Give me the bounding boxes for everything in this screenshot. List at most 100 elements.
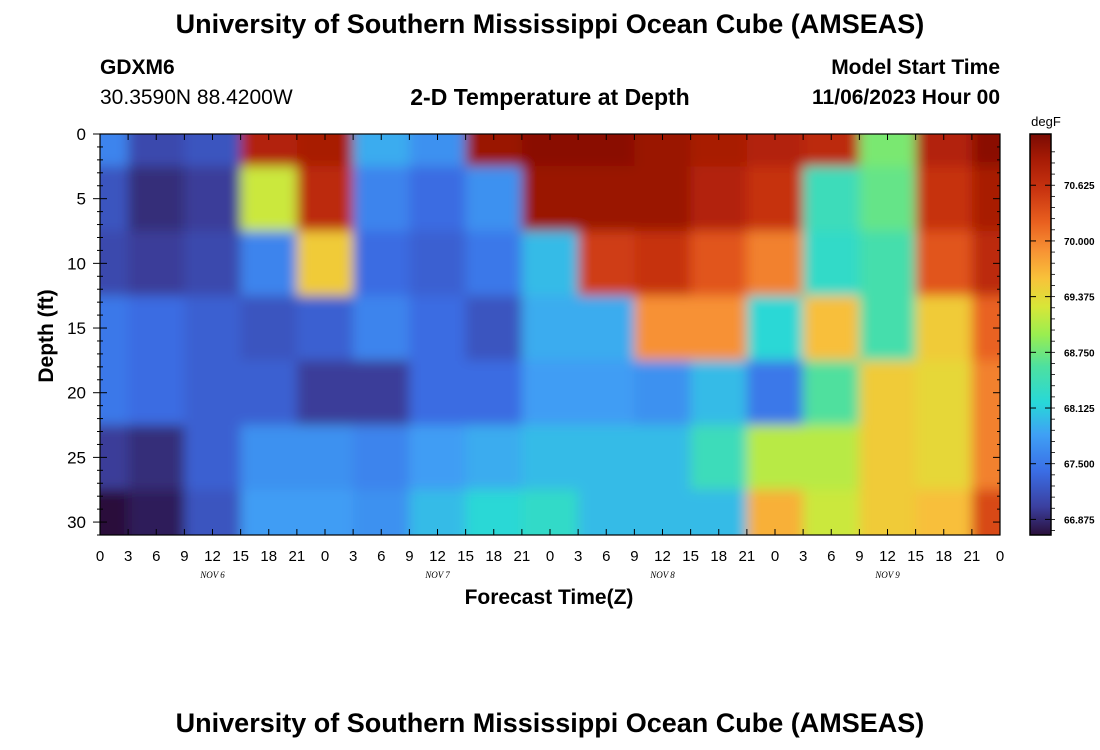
heatmap-cell — [746, 295, 804, 362]
x-tick-label: 21 — [289, 548, 306, 565]
x-tick-label: 6 — [377, 548, 385, 565]
station-coordinates: 30.3590N 88.4200W — [100, 86, 293, 109]
heatmap-cell — [409, 360, 467, 426]
x-tick-label: 15 — [457, 548, 474, 565]
x-tick-label: 21 — [514, 548, 531, 565]
heatmap-cell — [240, 360, 298, 426]
heatmap-cell — [465, 295, 523, 362]
heatmap-cell — [803, 295, 861, 362]
x-tick-label: 0 — [771, 548, 779, 565]
x-tick-label: 9 — [180, 548, 188, 565]
heatmap-cell — [690, 360, 748, 426]
heatmap-cell — [915, 134, 973, 168]
x-tick-label: 21 — [739, 548, 756, 565]
heatmap-cell — [578, 489, 636, 535]
heatmap-cell — [128, 425, 186, 491]
x-tick-label: 0 — [96, 548, 104, 565]
heatmap-cell — [690, 425, 748, 491]
heatmap-cell — [578, 425, 636, 491]
heatmap-cell — [521, 489, 579, 535]
heatmap-cell — [634, 166, 692, 232]
heatmap-cell — [746, 166, 804, 232]
heatmap-cell — [690, 489, 748, 535]
heatmap-cell — [296, 489, 354, 535]
heatmap-cell — [971, 360, 1000, 426]
x-tick-label: 15 — [907, 548, 924, 565]
chart-subtitle: 2-D Temperature at Depth — [410, 84, 690, 110]
x-tick-label: 0 — [546, 548, 554, 565]
heatmap-cell — [521, 166, 579, 232]
heatmap-cell — [521, 231, 579, 297]
colorbar-tick-label: 70.000 — [1064, 237, 1095, 248]
y-tick-label: 20 — [67, 384, 86, 403]
heatmap-cell — [521, 295, 579, 362]
heatmap-cell — [803, 166, 861, 232]
heatmap-cell — [100, 489, 129, 535]
model-start-value: 11/06/2023 Hour 00 — [812, 86, 1000, 109]
x-tick-label: 12 — [654, 548, 671, 565]
heatmap-cell — [128, 489, 186, 535]
x-tick-label: 3 — [799, 548, 807, 565]
model-start-label: Model Start Time — [831, 56, 1000, 79]
colorbar-tick-label: 69.375 — [1064, 293, 1095, 304]
day-label: NOV 8 — [649, 570, 675, 580]
heatmap-cell — [465, 360, 523, 426]
heatmap-cell — [971, 231, 1000, 297]
heatmap-cell — [184, 166, 242, 232]
heatmap-cell — [746, 134, 804, 168]
heatmap-cell — [184, 360, 242, 426]
heatmap-cell — [353, 134, 411, 168]
heatmap-cell — [296, 295, 354, 362]
heatmap-cell — [465, 489, 523, 535]
heatmap-cell — [296, 231, 354, 297]
heatmap-cell — [971, 134, 1000, 168]
x-tick-label: 6 — [602, 548, 610, 565]
heatmap-cell — [971, 489, 1000, 535]
heatmap-cell — [634, 231, 692, 297]
heatmap-cell — [859, 360, 917, 426]
heatmap-cell — [184, 295, 242, 362]
x-axis: 0 3 6 9 12 15 18 21 0 3 6 9 12 15 18 21 0 3 6 9 12 15 18 21 0 3 6 9… — [96, 134, 1004, 580]
heatmap-cell — [296, 134, 354, 168]
heatmap-cell — [465, 166, 523, 232]
x-tick-label: 0 — [996, 548, 1004, 565]
x-tick-label: 9 — [405, 548, 413, 565]
heatmap-cell — [409, 295, 467, 362]
x-tick-label: 12 — [429, 548, 446, 565]
heatmap-cell — [634, 360, 692, 426]
heatmap-cell — [746, 425, 804, 491]
x-tick-label: 12 — [204, 548, 221, 565]
heatmap-cell — [859, 295, 917, 362]
heatmap-cell — [240, 425, 298, 491]
heatmap-cell — [915, 489, 973, 535]
heatmap-cell — [521, 360, 579, 426]
heatmap-cell — [128, 166, 186, 232]
x-tick-label: 18 — [710, 548, 727, 565]
x-tick-label: 15 — [232, 548, 249, 565]
heatmap-cell — [859, 166, 917, 232]
x-tick-label: 18 — [485, 548, 502, 565]
heatmap-cell — [746, 489, 804, 535]
heatmap-cell — [240, 166, 298, 232]
heatmap-cell — [634, 295, 692, 362]
heatmap-cell — [578, 231, 636, 297]
temperature-depth-heatmap: 0 3 6 9 12 15 18 21 0 3 6 9 12 15 18 21 0 3 6 9 12 15 18 21 0 3 6 9… — [35, 114, 1095, 609]
heatmap-cell — [859, 425, 917, 491]
heatmap-cell — [634, 134, 692, 168]
heatmap-cell — [915, 425, 973, 491]
heatmap-cell — [128, 295, 186, 362]
heatmap-cell — [240, 134, 298, 168]
heatmap-cell — [803, 489, 861, 535]
y-axis-label: Depth (ft) — [35, 289, 58, 382]
x-tick-label: 6 — [152, 548, 160, 565]
day-label: NOV 7 — [424, 570, 450, 580]
heatmap-cell — [353, 231, 411, 297]
y-tick-label: 30 — [67, 513, 86, 532]
heatmap-cell — [128, 360, 186, 426]
x-tick-label: 9 — [630, 548, 638, 565]
x-axis-label: Forecast Time(Z) — [465, 586, 634, 609]
colorbar-unit: degF — [1031, 114, 1061, 129]
heatmap-cell — [915, 231, 973, 297]
heatmap-cell — [184, 231, 242, 297]
heatmap-cell — [353, 295, 411, 362]
